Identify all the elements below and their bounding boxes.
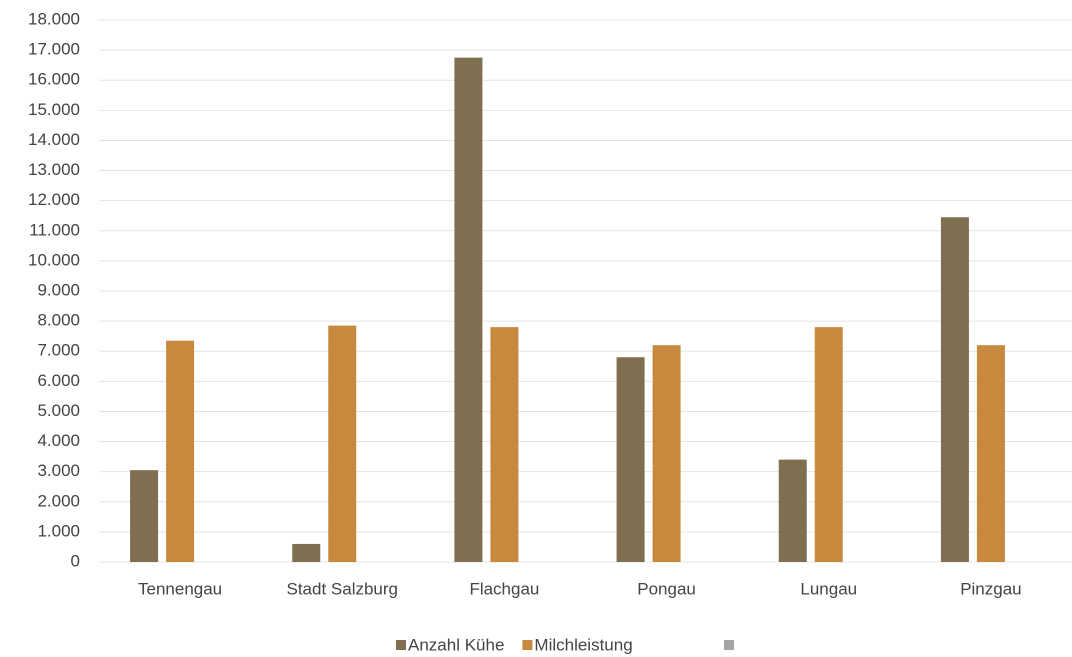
bar: [778, 459, 807, 562]
y-tick-label: 14.000: [28, 130, 80, 149]
bar: [130, 470, 159, 562]
y-tick-label: 4.000: [37, 431, 80, 450]
y-tick-label: 13.000: [28, 160, 80, 179]
x-tick-label: Stadt Salzburg: [286, 579, 398, 598]
y-tick-label: 18.000: [28, 9, 80, 28]
y-tick-label: 16.000: [28, 70, 80, 89]
bar: [616, 357, 645, 562]
y-tick-label: 1.000: [37, 521, 80, 540]
bar: [490, 327, 519, 562]
legend-label: Anzahl Kühe: [408, 635, 504, 654]
bar: [292, 543, 321, 562]
y-tick-label: 6.000: [37, 371, 80, 390]
y-tick-label: 17.000: [28, 40, 80, 59]
legend-swatch: [522, 640, 533, 650]
bar: [454, 57, 483, 563]
y-tick-label: 8.000: [37, 311, 80, 330]
x-tick-label: Tennengau: [138, 579, 222, 598]
y-tick-label: 0: [71, 551, 80, 570]
x-tick-label: Lungau: [800, 579, 857, 598]
y-tick-label: 2.000: [37, 491, 80, 510]
y-tick-label: 5.000: [37, 401, 80, 420]
bar: [940, 217, 969, 562]
x-tick-label: Pongau: [637, 579, 696, 598]
legend-swatch: [396, 640, 406, 650]
legend-swatch: [724, 640, 734, 650]
y-tick-label: 9.000: [37, 280, 80, 299]
bar: [166, 340, 195, 562]
y-tick-label: 10.000: [28, 250, 80, 269]
x-tick-label: Flachgau: [469, 579, 539, 598]
bar: [328, 325, 357, 562]
legend-label: Milchleistung: [534, 635, 632, 654]
bar: [976, 345, 1005, 562]
y-tick-label: 3.000: [37, 461, 80, 480]
bar: [814, 327, 843, 562]
y-tick-label: 15.000: [28, 100, 80, 119]
y-tick-label: 12.000: [28, 190, 80, 209]
y-tick-label: 11.000: [29, 220, 80, 239]
y-tick-label: 7.000: [37, 341, 80, 360]
bar: [652, 345, 681, 562]
x-tick-label: Pinzgau: [960, 579, 1021, 598]
